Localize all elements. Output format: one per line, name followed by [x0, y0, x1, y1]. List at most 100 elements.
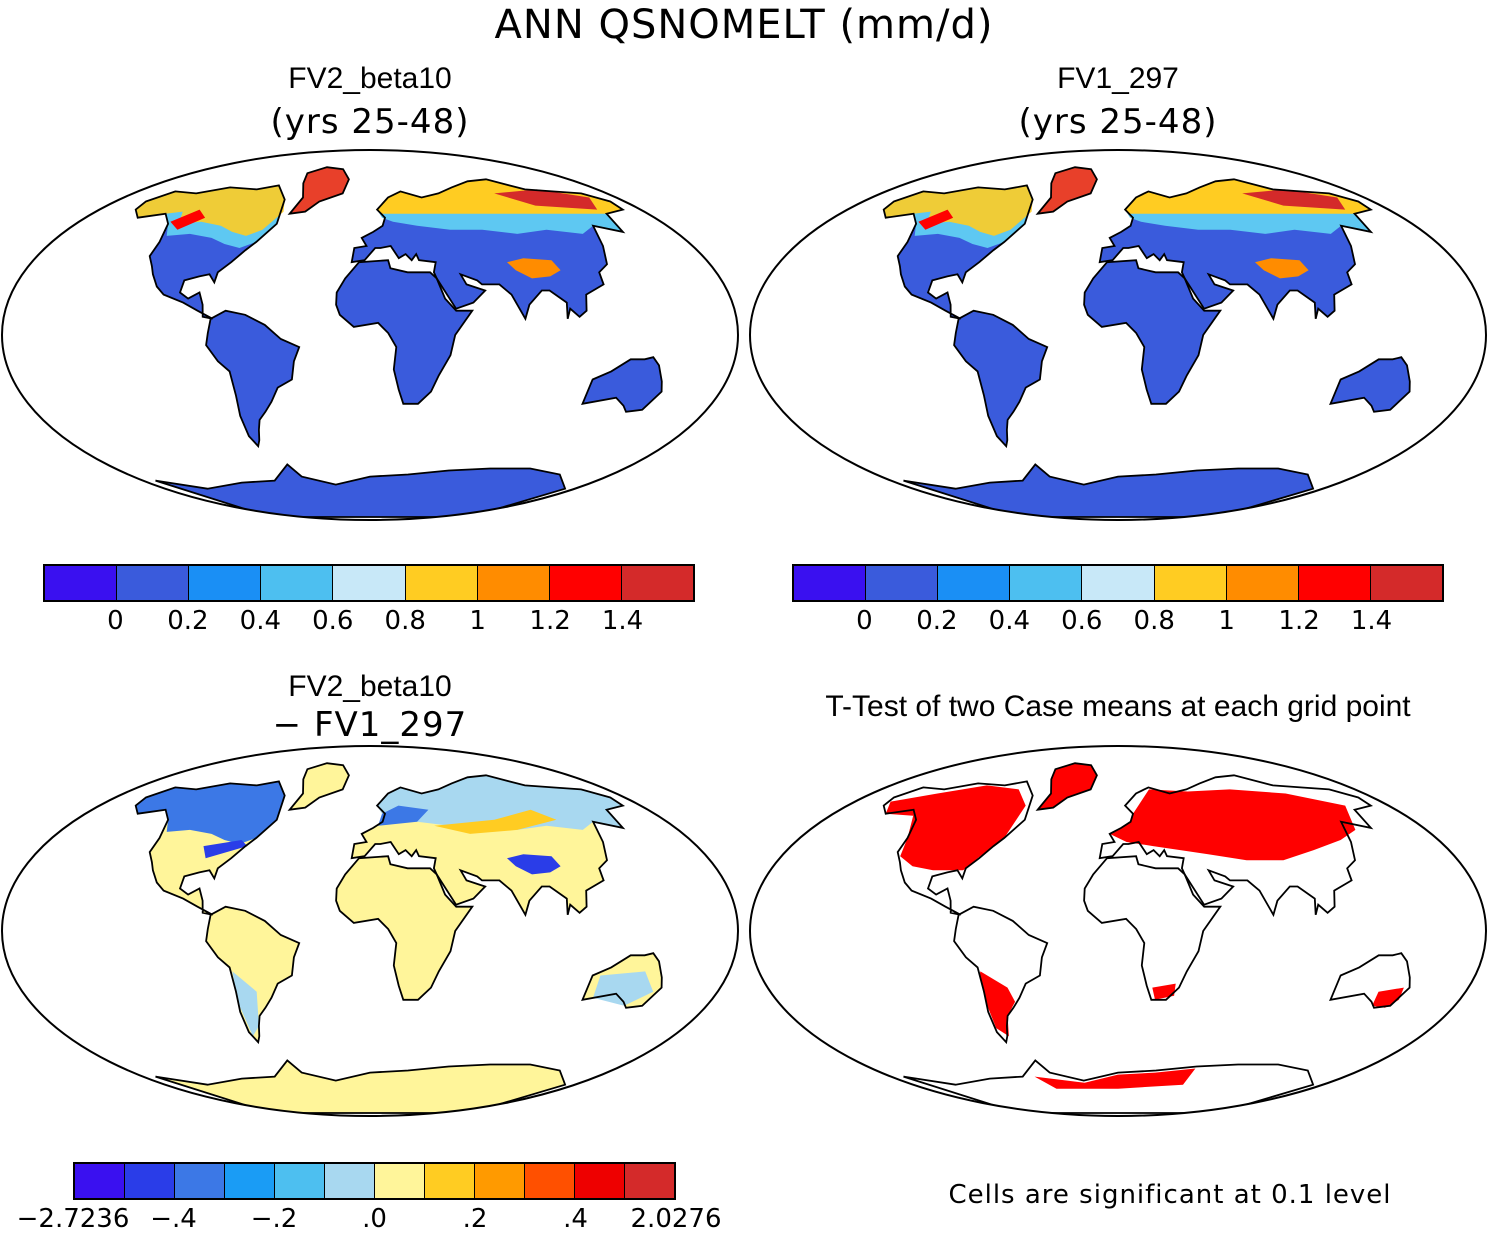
colorbar-swatch: [117, 566, 190, 600]
coastline-southAmerica: [205, 309, 301, 449]
significance-note: Cells are significant at 0.1 level: [948, 1180, 1392, 1210]
significant-region: [1034, 1068, 1196, 1089]
colorbar-tick-label: .2: [462, 1204, 488, 1234]
panel-3-map: [1, 745, 739, 1117]
colorbar-swatch: [1010, 566, 1083, 600]
colorbar-swatch: [45, 566, 118, 600]
land-antarctica: [155, 464, 566, 517]
colorbar-swatch: [549, 566, 622, 600]
colorbar-swatch: [175, 1164, 225, 1198]
land-southAmerica: [954, 310, 1048, 447]
colorbar-tick-label: 0.6: [312, 606, 354, 636]
land-southAmerica: [206, 310, 300, 447]
snow-na-high: [135, 185, 285, 236]
land-africa: [336, 856, 473, 1000]
colorbar-tick-label: 1: [469, 606, 486, 636]
diff-eu-pos: [434, 809, 557, 834]
diff-na: [135, 781, 285, 844]
colorbar-tick-label: 0: [107, 606, 124, 636]
colorbar-swatch: [1370, 566, 1442, 600]
snow-tibet: [507, 258, 561, 279]
coastline-africa: [1083, 855, 1223, 1001]
significant-region: [1372, 987, 1404, 1008]
diff-andes: [232, 971, 259, 1037]
colorbar-tick-label: 1.2: [529, 606, 571, 636]
colorbar-tick-label: −2.7236: [16, 1204, 130, 1234]
coastline-antarctica: [155, 463, 567, 518]
coastline-eurasia: [350, 774, 626, 918]
significant-region: [979, 971, 1016, 1037]
land-africa: [336, 260, 473, 404]
land-southAmerica: [954, 906, 1048, 1043]
panel-1-title: FV2_beta10: [288, 62, 452, 95]
colorbar-swatch: [475, 1164, 525, 1198]
coastline-africa: [335, 259, 475, 405]
colorbar-tick-label: 0.8: [384, 606, 426, 636]
diff-eu: [377, 775, 623, 830]
land-antarctica: [155, 1060, 566, 1113]
colorbar-tick-label: 0.6: [1061, 606, 1103, 636]
coastline-antarctica: [903, 1059, 1315, 1114]
coastline-northAmerica: [134, 780, 286, 916]
colorbar-tick-label: 1.2: [1278, 606, 1320, 636]
colorbar-swatch: [621, 566, 693, 600]
coastline-antarctica: [903, 463, 1315, 518]
coastline-australia: [581, 356, 663, 413]
colorbar-swatch: [477, 566, 550, 600]
coastline-eurasia: [1098, 774, 1374, 918]
coastline-antarctica: [155, 1059, 567, 1114]
panel-4-map: [749, 745, 1487, 1117]
colorbar-swatch: [866, 566, 939, 600]
panel-2-title: FV1_297: [1057, 62, 1179, 95]
colorbar-tick-label: 1: [1218, 606, 1235, 636]
coastline-eurasia: [350, 178, 626, 322]
significant-region: [885, 785, 1026, 871]
colorbar-tick-label: 0.4: [988, 606, 1031, 636]
coastline-southAmerica: [953, 309, 1049, 449]
panel-4-title: T-Test of two Case means at each grid po…: [825, 690, 1411, 723]
coastline-greenland: [287, 762, 350, 811]
colorbar-swatch: [261, 566, 334, 600]
coastline-northAmerica: [882, 780, 1034, 916]
land-africa: [1084, 856, 1221, 1000]
land-southAmerica: [206, 906, 300, 1043]
coastline-southAmerica: [205, 905, 301, 1045]
coastline-africa: [335, 855, 475, 1001]
colorbar-tick-label: .4: [563, 1204, 588, 1234]
colorbar-swatch: [1298, 566, 1371, 600]
colorbar-swatch: [1154, 566, 1227, 600]
map-frame: [1, 149, 739, 521]
colorbar-swatch: [1082, 566, 1155, 600]
significant-region: [1109, 789, 1356, 861]
panel-1-subtitle: (yrs 25-48): [270, 102, 470, 142]
colorbar-swatch: [938, 566, 1011, 600]
snow-na-high: [883, 185, 1033, 236]
diff-na-min: [203, 840, 248, 859]
snow-tibet: [1255, 258, 1309, 279]
snow-greenland: [289, 167, 349, 214]
map-frame: [1, 745, 739, 1117]
coastline-australia: [581, 952, 663, 1009]
colorbar-tick-label: .0: [362, 1204, 387, 1234]
coastline-africa: [1083, 259, 1223, 405]
colorbar-1: 0 0.2 0.4 0.6 0.8 1 1.2 1.4: [43, 564, 695, 642]
colorbar-tick-label: 0.2: [167, 606, 209, 636]
coastline-southAmerica: [953, 905, 1049, 1045]
coastline-australia: [1329, 952, 1411, 1009]
snow-siberia-max: [494, 189, 598, 210]
colorbar-tick-label: 1.4: [601, 606, 644, 636]
coastline-australia: [1329, 356, 1411, 413]
coastline-greenland: [1035, 762, 1098, 811]
colorbar-swatch: [189, 566, 262, 600]
main-title: ANN QSNOMELT (mm/d): [494, 2, 994, 48]
colorbar-swatch: [1226, 566, 1299, 600]
colorbar-swatch: [125, 1164, 175, 1198]
colorbar-swatch: [275, 1164, 325, 1198]
panel-2-map: [749, 149, 1487, 521]
colorbar-tick-label: 0.4: [239, 606, 282, 636]
colorbar-swatch: [525, 1164, 575, 1198]
diff-eu-neg: [378, 805, 429, 826]
land-africa: [1084, 260, 1221, 404]
snow-rockies: [170, 209, 206, 230]
colorbar-swatch: [375, 1164, 425, 1198]
